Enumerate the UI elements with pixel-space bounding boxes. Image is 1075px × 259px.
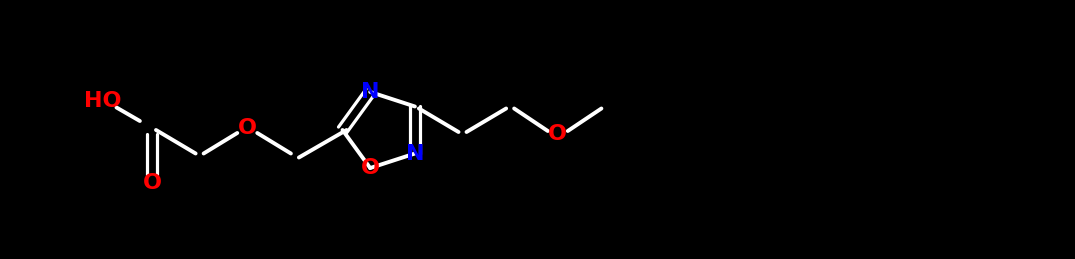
Text: O: O [238, 118, 257, 138]
Text: N: N [405, 143, 425, 163]
Text: O: O [361, 158, 379, 178]
Text: N: N [361, 82, 379, 102]
Text: O: O [548, 124, 568, 144]
Text: HO: HO [84, 90, 121, 111]
Text: O: O [143, 173, 161, 193]
